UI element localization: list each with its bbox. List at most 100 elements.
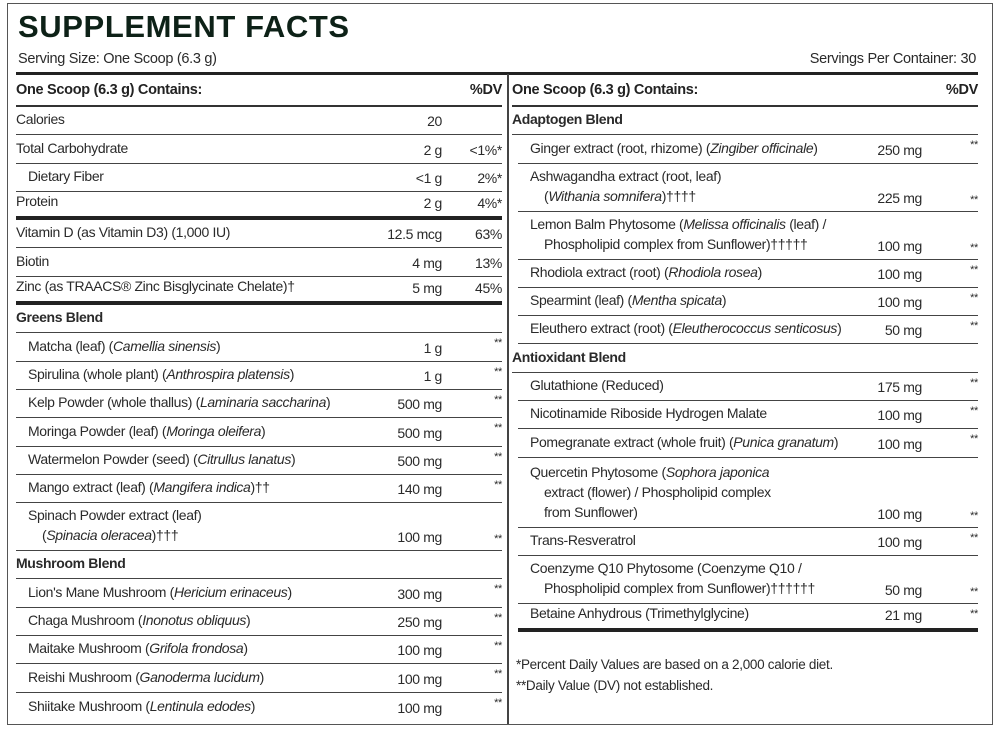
ingredient-name: Ginger extract (root, rhizome) (Zingiber…	[518, 138, 848, 158]
ingredient-name: Spinach Powder extract (leaf) (Spinacia o…	[16, 505, 362, 545]
daily-value: **	[494, 422, 502, 435]
name-text: Shiitake Mushroom (	[28, 697, 150, 714]
latin-name: Sophora japonica	[665, 463, 770, 480]
daily-value: **	[494, 668, 502, 681]
name-line: Reishi Mushroom (Ganoderma lucidum)	[28, 667, 362, 687]
nutrient-row: Matcha (leaf) (Camellia sinensis) 1 g **	[16, 333, 502, 362]
daily-value: **	[494, 640, 502, 653]
name-text: Phospholipid complex from Sunflower)††††…	[544, 235, 808, 252]
nutrient-row: Spinach Powder extract (leaf) (Spinacia o…	[16, 503, 502, 552]
name-text: Eleuthero extract (root) (	[530, 320, 673, 337]
name-line: Rhodiola extract (root) (Rhodiola rosea)	[530, 262, 848, 282]
blend-section-header: Adaptogen Blend	[512, 107, 978, 136]
ingredient-name: Betaine Anhydrous (Trimethylglycine)	[518, 603, 848, 623]
name-line: Kelp Powder (whole thallus) (Laminaria s…	[28, 392, 362, 412]
name-text: (leaf) /	[785, 215, 827, 232]
left-column: One Scoop (6.3 g) Contains: %DV Calories…	[16, 75, 502, 721]
name-line: extract (flower) / Phospholipid complex	[530, 482, 848, 502]
nutrient-row: Quercetin Phytosome (Sophora japonica ext…	[518, 458, 978, 528]
amount: 250 mg	[877, 141, 922, 158]
nutrient-row: Protein 2 g 4%*	[16, 192, 502, 221]
panel-title: SUPPLEMENT FACTS	[18, 9, 350, 44]
ingredient-name: Mango extract (leaf) (Mangifera indica)†…	[16, 477, 362, 497]
serving-size: Serving Size: One Scoop (6.3 g)	[18, 51, 217, 67]
daily-value: **	[494, 583, 502, 596]
nutrient-row: Watermelon Powder (seed) (Citrullus lana…	[16, 447, 502, 475]
name-text: Reishi Mushroom (	[28, 668, 140, 685]
name-line: Spirulina (whole plant) (Anthrospira pla…	[28, 364, 362, 384]
amount: 225 mg	[877, 189, 922, 206]
latin-name: Laminaria saccharina	[199, 394, 327, 411]
name-text: Greens Blend	[16, 309, 103, 326]
name-text: Trans-Resveratrol	[530, 531, 636, 548]
latin-name: Mentha spicata	[631, 292, 722, 309]
amount: 100 mg	[877, 435, 922, 452]
nutrient-row: Kelp Powder (whole thallus) (Laminaria s…	[16, 390, 502, 419]
name-text: Coenzyme Q10 Phytosome (Coenzyme Q10 /	[530, 559, 802, 576]
amount: 140 mg	[397, 481, 442, 498]
name-text: )	[326, 394, 331, 411]
daily-value: **	[970, 509, 978, 522]
daily-value: <1%*	[469, 141, 503, 158]
name-text: Calories	[16, 111, 65, 128]
amount: 12.5 mcg	[387, 226, 442, 243]
amount: 100 mg	[877, 237, 922, 254]
amount: 100 mg	[877, 505, 922, 522]
latin-name: Mangifera indica	[153, 479, 251, 496]
amount: 100 mg	[877, 407, 922, 424]
name-text: Biotin	[16, 252, 49, 269]
name-text: )	[287, 583, 292, 600]
daily-value: **	[970, 607, 978, 620]
latin-name: Hericium erinaceus	[173, 583, 288, 600]
supplement-facts-panel: SUPPLEMENT FACTS Serving Size: One Scoop…	[7, 3, 993, 725]
footnote-not-established: **Daily Value (DV) not established.	[516, 678, 714, 693]
name-text: )	[215, 337, 221, 354]
latin-name: Ganoderma lucidum	[139, 668, 260, 685]
daily-value: **	[494, 696, 502, 709]
latin-name: Eleutherococcus senticosus	[672, 320, 838, 337]
name-text: Adaptogen Blend	[512, 111, 623, 128]
name-line: Trans-Resveratrol	[530, 530, 848, 550]
name-text: Nicotinamide Riboside Hydrogen Malate	[530, 405, 767, 422]
name-text: Phospholipid complex from Sunflower)††††…	[544, 579, 815, 596]
nutrient-row: Total Carbohydrate 2 g <1%*	[16, 135, 503, 164]
ingredient-name: Coenzyme Q10 Phytosome (Coenzyme Q10 / Ph…	[518, 558, 848, 598]
name-line: Phospholipid complex from Sunflower)††††…	[530, 234, 848, 254]
ingredient-name: Vitamin D (as Vitamin D3) (1,000 IU)	[16, 222, 362, 242]
name-text: Moringa Powder (leaf) (	[28, 422, 167, 439]
daily-value: **	[494, 337, 502, 350]
name-text: Pomegranate extract (whole fruit) (	[530, 433, 734, 450]
amount: 1 g	[423, 339, 443, 356]
amount: 100 mg	[877, 533, 922, 550]
name-text: )††	[250, 479, 270, 496]
name-text: from Sunflower)	[544, 503, 638, 520]
amount: 21 mg	[884, 607, 923, 624]
daily-value: **	[970, 376, 978, 389]
latin-name: Anthrospira platensis	[166, 365, 290, 382]
name-text: Glutathione (Reduced)	[530, 377, 664, 394]
amount: 300 mg	[397, 585, 442, 602]
name-text: )	[757, 263, 763, 280]
nutrient-row: Glutathione (Reduced) 175 mg **	[518, 373, 978, 402]
name-line: Matcha (leaf) (Camellia sinensis)	[28, 336, 362, 356]
daily-value: 13%	[475, 254, 502, 271]
nutrient-row: Shiitake Mushroom (Lentinula edodes) 100 …	[16, 693, 502, 721]
ingredient-name: Calories	[16, 109, 362, 129]
name-line: Nicotinamide Riboside Hydrogen Malate	[530, 403, 848, 423]
name-line: Adaptogen Blend	[512, 109, 978, 129]
daily-value: **	[494, 478, 502, 491]
ingredient-name: Pomegranate extract (whole fruit) (Punic…	[518, 432, 848, 452]
amount: 50 mg	[884, 581, 923, 598]
name-line: (Withania somnifera)††††	[530, 186, 848, 206]
amount: 2 g	[423, 195, 443, 212]
daily-value: **	[970, 320, 978, 333]
column-header-dv: %DV	[469, 82, 502, 98]
name-text: extract (flower) / Phospholipid complex	[544, 483, 771, 500]
name-line: Lemon Balm Phytosome (Melissa officinali…	[530, 214, 848, 234]
latin-name: Zingiber officinale	[710, 139, 814, 156]
ingredient-name: Eleuthero extract (root) (Eleutherococcu…	[518, 318, 848, 338]
name-text: Mushroom Blend	[16, 555, 126, 572]
name-line: Mango extract (leaf) (Mangifera indica)†…	[28, 477, 362, 497]
name-line: Ginger extract (root, rhizome) (Zingiber…	[530, 138, 848, 158]
name-line: Zinc (as TRAACS® Zinc Bisglycinate Chela…	[16, 276, 362, 296]
